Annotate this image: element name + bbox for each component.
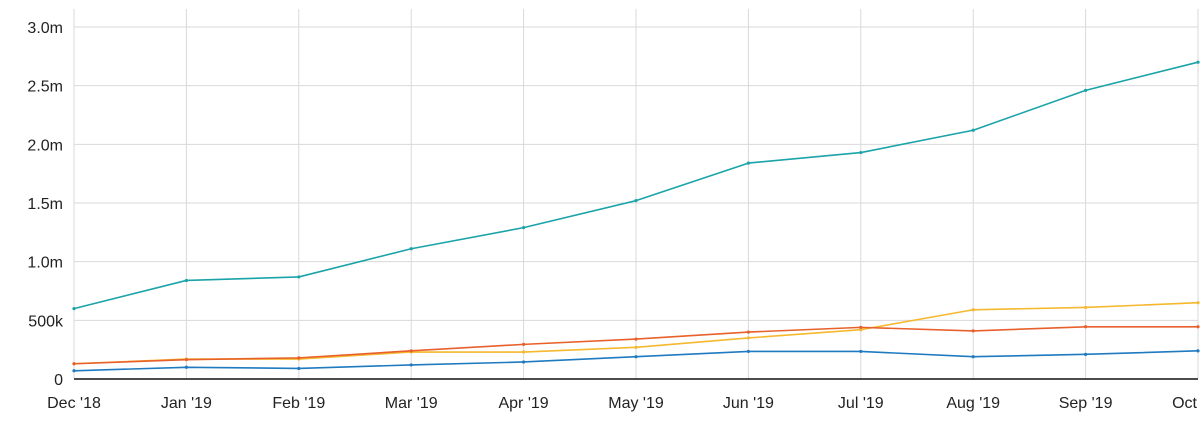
data-point xyxy=(409,349,413,353)
data-point xyxy=(746,349,751,354)
y-tick-label: 2.5m xyxy=(27,79,63,96)
x-tick-label: Aug '19 xyxy=(946,395,1000,412)
data-point xyxy=(1084,88,1088,92)
x-tick-label: Oct xyxy=(1172,395,1197,412)
y-tick-label: 1.0m xyxy=(27,255,63,272)
x-tick-label: Feb '19 xyxy=(272,395,325,412)
data-point xyxy=(746,161,751,165)
data-point xyxy=(859,328,863,332)
data-point xyxy=(746,336,751,340)
data-point xyxy=(297,366,301,371)
y-tick-label: 0 xyxy=(54,372,63,389)
data-point xyxy=(1084,325,1088,329)
x-tick-label: Jul '19 xyxy=(838,395,884,412)
x-tick-label: Mar '19 xyxy=(385,395,438,412)
data-point xyxy=(859,349,863,354)
data-point xyxy=(72,307,76,311)
data-point xyxy=(634,337,638,341)
x-tick-label: Apr '19 xyxy=(498,395,548,412)
data-point xyxy=(971,128,975,132)
data-point xyxy=(297,275,301,279)
x-tick-label: May '19 xyxy=(608,395,664,412)
data-point xyxy=(1196,349,1200,353)
data-point xyxy=(1196,60,1200,64)
data-point xyxy=(184,358,188,362)
data-point xyxy=(184,365,188,369)
data-point xyxy=(859,325,863,329)
data-point xyxy=(1084,352,1088,356)
series-lines xyxy=(72,60,1200,373)
data-point xyxy=(72,362,76,366)
x-tick-label: Jan '19 xyxy=(161,395,212,412)
data-point xyxy=(522,350,526,354)
data-point xyxy=(971,355,975,359)
data-point xyxy=(1196,301,1200,305)
x-tick-label: Jun '19 xyxy=(723,395,774,412)
x-axis-tick-labels: Dec '18 Jan '19 Feb '19 Mar '19 Apr '19 May '… xyxy=(47,395,1197,412)
data-point xyxy=(72,369,76,373)
y-tick-label: 2.0m xyxy=(27,137,63,154)
gridlines xyxy=(73,9,1199,379)
data-point xyxy=(522,342,526,346)
y-axis-tick-labels: 0 500k 1.0m 1.5m 2.0m 2.5m 3.0m xyxy=(27,20,64,389)
data-point xyxy=(297,356,301,360)
data-point xyxy=(746,330,751,334)
data-point xyxy=(971,308,975,312)
data-point xyxy=(522,226,526,230)
data-point xyxy=(634,355,638,359)
y-tick-label: 3.0m xyxy=(27,20,63,37)
y-tick-label: 1.5m xyxy=(27,196,63,213)
y-tick-label: 500k xyxy=(28,313,64,330)
data-point xyxy=(1084,305,1088,310)
data-point xyxy=(1196,325,1200,329)
data-point xyxy=(409,363,413,367)
data-point xyxy=(971,329,975,333)
x-tick-label: Dec '18 xyxy=(47,395,101,412)
data-point xyxy=(184,278,188,283)
data-point xyxy=(634,345,638,349)
data-point xyxy=(522,360,526,364)
data-point xyxy=(634,199,638,203)
data-point xyxy=(409,247,413,251)
x-tick-label: Sep '19 xyxy=(1059,395,1113,412)
data-point xyxy=(859,150,863,155)
